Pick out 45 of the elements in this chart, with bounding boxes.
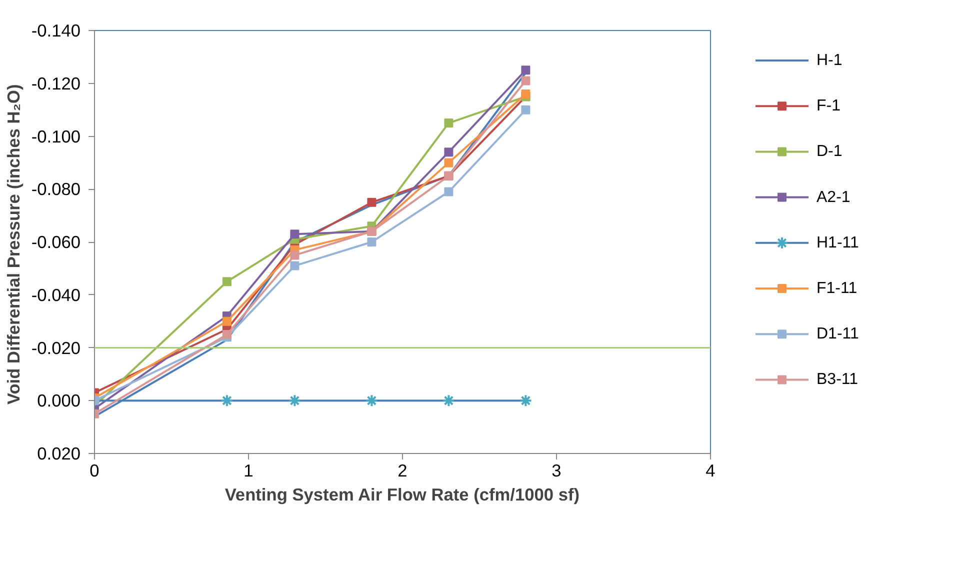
y-tick-label: -0.020 — [31, 338, 81, 358]
point — [222, 330, 232, 340]
point — [444, 187, 454, 196]
point — [220, 394, 234, 408]
point — [365, 394, 378, 408]
point — [444, 148, 454, 157]
y-tick-label: 0.020 — [37, 444, 81, 464]
point — [521, 66, 530, 75]
legend-label: H-1 — [816, 52, 842, 69]
point — [521, 76, 530, 86]
point — [521, 105, 530, 114]
y-tick-label: 0.000 — [37, 390, 81, 411]
x-tick-label: 3 — [552, 460, 562, 480]
y-tick-label: -0.140 — [31, 20, 81, 40]
point — [367, 238, 376, 246]
legend-label: B3-11 — [816, 371, 858, 388]
point — [444, 118, 454, 128]
point — [290, 250, 300, 260]
point — [222, 316, 232, 326]
point — [290, 261, 300, 270]
point — [521, 89, 530, 98]
x-tick-label: 1 — [244, 460, 254, 480]
legend-label: A2-1 — [816, 188, 850, 206]
point — [442, 394, 456, 408]
x-tick-label: 4 — [706, 460, 716, 480]
y-axis-title: Void Differential Pressure (inches H₂O) — [3, 84, 24, 405]
point — [290, 230, 300, 239]
point — [222, 277, 232, 286]
y-tick-label: -0.060 — [31, 232, 81, 252]
point — [444, 158, 454, 168]
y-tick-label: -0.100 — [31, 126, 81, 146]
point — [519, 394, 532, 408]
legend-label: F-1 — [816, 98, 841, 115]
point — [367, 198, 376, 207]
point — [288, 394, 302, 408]
legend-label: D-1 — [816, 143, 842, 160]
legend-label: D1-11 — [816, 326, 859, 343]
x-axis-title: Venting System Air Flow Rate (cfm/1000 sf) — [224, 484, 580, 504]
legend-label: H1-11 — [816, 234, 859, 252]
x-tick-label: 2 — [398, 460, 408, 480]
y-tick-label: -0.120 — [31, 73, 81, 94]
y-tick-label: -0.080 — [31, 179, 81, 200]
x-tick-label: 0 — [90, 460, 100, 480]
legend-label: F1-11 — [816, 280, 858, 297]
y-tick-label: -0.040 — [31, 284, 81, 305]
